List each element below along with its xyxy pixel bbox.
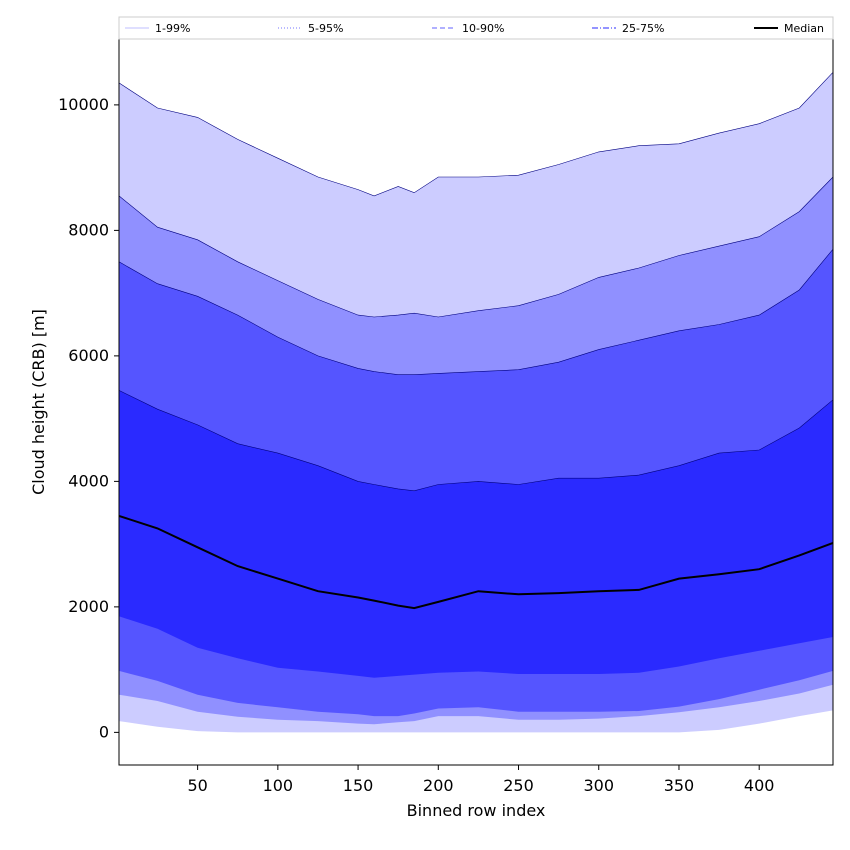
band-1-99%-upper-line	[118, 72, 834, 197]
percentile-bands	[118, 72, 834, 733]
band-5-95%-upper-line	[118, 176, 834, 318]
x-tick-label: 300	[583, 776, 614, 795]
x-tick-label: 200	[423, 776, 454, 795]
median-series	[118, 514, 834, 610]
legend-label: 1-99%	[155, 22, 190, 35]
y-tick-label: 10000	[58, 95, 109, 114]
y-tick-label: 6000	[68, 346, 109, 365]
x-tick-label: 100	[263, 776, 294, 795]
legend-label: Median	[784, 22, 824, 35]
band-25-75%-area	[119, 390, 833, 678]
median-line	[118, 514, 834, 610]
y-axis-label: Cloud height (CRB) [m]	[29, 309, 48, 495]
x-tick-label: 400	[744, 776, 775, 795]
band-10-90%-upper-line	[118, 249, 834, 376]
x-tick-label: 150	[343, 776, 374, 795]
legend-box	[118, 16, 834, 40]
legend-label: 5-95%	[308, 22, 343, 35]
legend-label: 25-75%	[622, 22, 664, 35]
y-tick-label: 4000	[68, 471, 109, 490]
legend: 1-99% 5-95% 10-90% 25-75% Median	[118, 16, 834, 40]
x-axis-ticks: 50 100 150 200 250 300 350 400	[187, 765, 774, 795]
legend-label: 10-90%	[462, 22, 504, 35]
x-axis-label: Binned row index	[407, 801, 546, 820]
band-25-75%-upper-line	[118, 390, 834, 492]
y-tick-label: 0	[99, 722, 109, 741]
x-tick-label: 50	[187, 776, 207, 795]
y-axis-ticks: 0 2000 4000 6000 8000 10000	[58, 95, 119, 741]
y-tick-label: 8000	[68, 220, 109, 239]
x-tick-label: 250	[503, 776, 534, 795]
x-tick-label: 350	[664, 776, 695, 795]
y-tick-label: 2000	[68, 597, 109, 616]
